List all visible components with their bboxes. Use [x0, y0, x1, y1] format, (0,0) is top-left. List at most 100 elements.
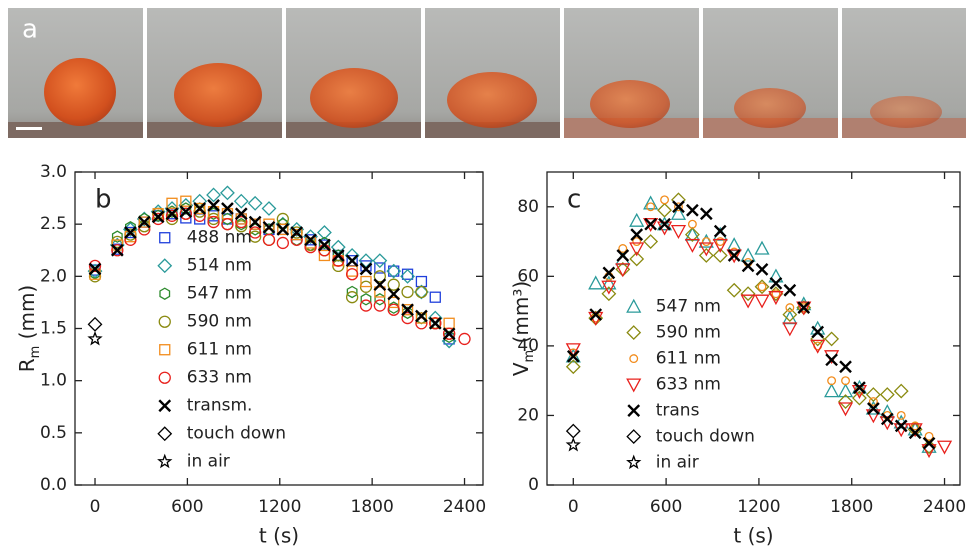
marker: [698, 242, 714, 257]
marker: [151, 210, 165, 224]
marker: [87, 330, 103, 346]
legend-label: 514 nm: [187, 256, 252, 276]
marker: [768, 291, 784, 306]
marker: [660, 195, 670, 205]
marker: [304, 240, 317, 254]
marker: [936, 440, 953, 455]
marker: [429, 291, 441, 303]
marker: [565, 359, 581, 375]
y-axis-label: Rm (mm): [15, 285, 44, 373]
panel-label: b: [95, 185, 112, 215]
marker: [360, 275, 372, 288]
marker: [922, 436, 936, 450]
marker: [656, 216, 673, 231]
marker: [387, 303, 400, 316]
marker: [151, 212, 165, 226]
marker: [626, 429, 642, 445]
marker: [276, 236, 289, 250]
marker: [157, 453, 173, 469]
marker: [401, 311, 414, 325]
marker: [837, 383, 854, 398]
marker: [626, 454, 642, 470]
panel-label: a: [22, 15, 38, 45]
y-tick-label: 80: [517, 197, 539, 217]
chart: 0 600 1200 1800 2400 0 20 40 60 80 t (s) Vm (mm³) c 5…: [509, 171, 966, 548]
x-tick-label: 0: [90, 497, 101, 517]
x-tick-label: 1200: [258, 497, 301, 517]
marker: [374, 293, 386, 306]
marker: [137, 215, 151, 229]
legend-label: 547 nm: [656, 297, 721, 317]
marker: [824, 331, 840, 347]
marker: [783, 283, 797, 297]
marker: [304, 233, 317, 247]
x-tick-label: 2400: [443, 497, 486, 517]
marker: [565, 423, 581, 439]
marker: [643, 195, 659, 210]
marker: [248, 215, 262, 229]
plot-frame: [546, 171, 961, 486]
legend-label: 611 nm: [187, 340, 252, 360]
marker: [769, 276, 783, 290]
series: [566, 200, 936, 450]
y-tick-label: 2.0: [40, 266, 67, 286]
marker: [373, 299, 386, 312]
marker: [797, 301, 811, 314]
y-axis-label: Vm (mm³): [509, 281, 538, 376]
marker: [839, 360, 852, 374]
marker: [643, 234, 659, 249]
legend-label: touch down: [187, 424, 286, 444]
marker: [248, 230, 262, 243]
legend-label: 590 nm: [656, 323, 721, 343]
marker: [670, 205, 687, 220]
y-tick-label: 40: [517, 336, 539, 356]
marker: [138, 216, 150, 228]
x-tick-label: 1800: [351, 497, 394, 517]
marker: [386, 263, 402, 279]
marker: [727, 249, 741, 262]
marker: [262, 233, 276, 246]
marker: [234, 207, 248, 221]
x-tick-label: 1200: [737, 497, 780, 517]
marker: [837, 402, 854, 417]
marker: [851, 379, 868, 394]
marker: [629, 212, 645, 227]
x-tick-label: 600: [650, 497, 682, 517]
series: [87, 185, 457, 349]
marker: [810, 339, 826, 354]
marker: [771, 289, 781, 299]
marker: [277, 223, 289, 236]
marker: [318, 238, 331, 252]
marker: [630, 228, 644, 241]
marker: [684, 227, 700, 243]
marker: [248, 226, 262, 239]
marker: [415, 285, 428, 299]
series: [88, 207, 471, 346]
chart: 0 600 1200 1800 2400 0.0 0.5 1.0 1.5 2.0 2.5 3.0 t (…: [15, 162, 487, 548]
y-axis-label-part: R: [15, 358, 39, 372]
marker: [88, 259, 102, 273]
marker: [316, 225, 332, 240]
marker: [879, 387, 895, 402]
marker: [247, 195, 263, 211]
marker: [345, 268, 359, 281]
marker: [684, 226, 700, 241]
x-tick-label: 1800: [830, 497, 873, 517]
legend-label: 590 nm: [187, 312, 252, 332]
photo: [8, 8, 143, 138]
marker: [158, 315, 171, 328]
y-tick-label: 60: [517, 266, 539, 286]
marker: [179, 205, 193, 218]
marker: [442, 327, 456, 340]
marker: [345, 254, 359, 268]
marker: [443, 330, 455, 344]
marker: [796, 301, 812, 316]
marker: [159, 232, 171, 244]
marker: [627, 404, 641, 417]
marker: [221, 202, 234, 215]
marker: [616, 249, 630, 262]
marker: [865, 400, 881, 415]
marker: [360, 293, 372, 306]
marker: [740, 247, 756, 262]
marker: [644, 217, 657, 231]
